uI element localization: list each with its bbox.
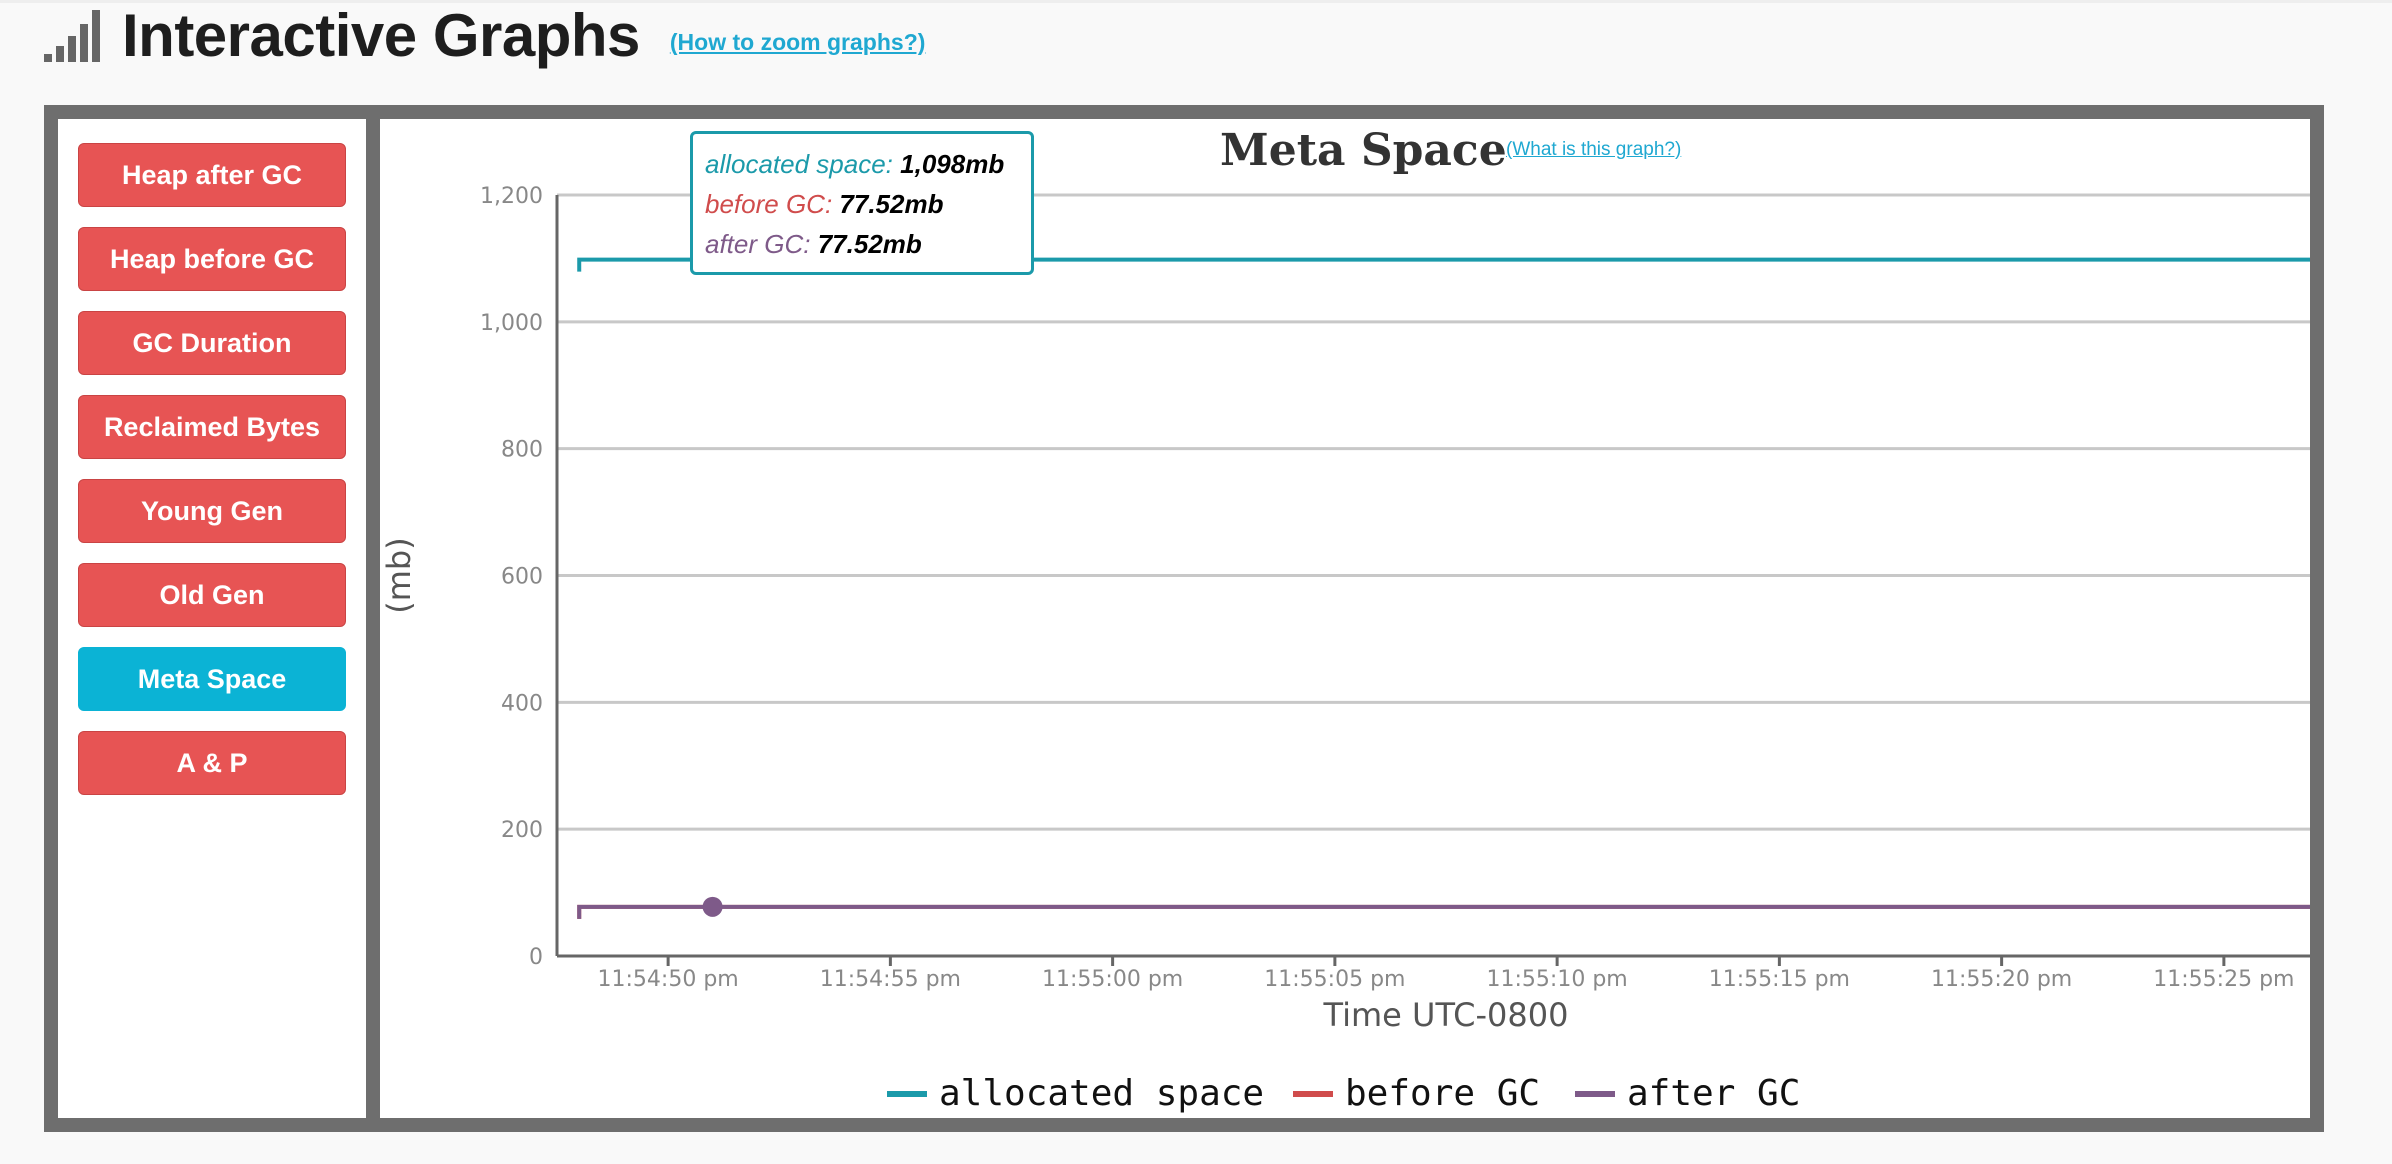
young-gen-button[interactable]: Young Gen xyxy=(78,479,346,543)
signal-bars-icon xyxy=(44,10,100,62)
old-gen-button[interactable]: Old Gen xyxy=(78,563,346,627)
tooltip-value-before: 77.52mb xyxy=(839,189,944,219)
chart-panel: Meta Space (What is this graph?) 0 200 400… xyxy=(380,119,2310,1118)
tooltip-label-after: after GC: xyxy=(705,229,811,259)
legend-item-allocated[interactable]: allocated space xyxy=(887,1073,1264,1114)
legend-item-before-gc[interactable]: before GC xyxy=(1293,1073,1540,1114)
chart-tooltip: allocated space: 1,098mb before GC: 77.5… xyxy=(690,131,1034,275)
tooltip-row-before: before GC: 77.52mb xyxy=(705,184,1031,224)
legend-label: allocated space xyxy=(939,1073,1264,1114)
x-axis-label: Time UTC-0800 xyxy=(1323,996,1569,1034)
tooltip-label-before: before GC: xyxy=(705,189,833,219)
y-tick-label: 600 xyxy=(501,565,543,590)
legend-label: after GC xyxy=(1627,1073,1800,1114)
tooltip-label-allocated: allocated space: xyxy=(705,149,893,179)
x-tick-label: 11:55:15 pm xyxy=(1709,967,1850,992)
heap-before-gc-button[interactable]: Heap before GC xyxy=(78,227,346,291)
y-tick-label: 800 xyxy=(501,438,543,463)
after-gc-point-marker[interactable] xyxy=(702,896,723,917)
after-gc-series-line xyxy=(577,904,2310,919)
y-axis-label: (mb) xyxy=(380,537,418,613)
page-header: Interactive Graphs (How to zoom graphs?) xyxy=(44,0,925,70)
y-tick-label: 1,200 xyxy=(480,184,543,209)
top-border xyxy=(0,0,2392,3)
legend-item-after-gc[interactable]: after GC xyxy=(1575,1073,1800,1114)
x-tick-label: 11:55:05 pm xyxy=(1264,967,1405,992)
tooltip-value-after: 77.52mb xyxy=(817,229,922,259)
x-tick-label: 11:55:25 pm xyxy=(2153,967,2294,992)
graph-sidebar: Heap after GC Heap before GC GC Duration… xyxy=(58,119,366,1118)
allocated-series-line xyxy=(577,257,2310,272)
meta-space-button[interactable]: Meta Space xyxy=(78,647,346,711)
page-title: Interactive Graphs xyxy=(122,1,640,69)
reclaimed-bytes-button[interactable]: Reclaimed Bytes xyxy=(78,395,346,459)
gc-duration-button[interactable]: GC Duration xyxy=(78,311,346,375)
y-tick-label: 400 xyxy=(501,691,543,716)
y-tick-label: 0 xyxy=(529,945,543,970)
tooltip-row-after: after GC: 77.52mb xyxy=(705,224,1031,264)
what-is-this-graph-link[interactable]: (What is this graph?) xyxy=(1506,139,1682,160)
x-tick-label: 11:54:50 pm xyxy=(598,967,739,992)
legend-label: before GC xyxy=(1345,1073,1540,1114)
chart-title: Meta Space xyxy=(1220,125,1507,176)
heap-after-gc-button[interactable]: Heap after GC xyxy=(78,143,346,207)
x-tick-label: 11:55:20 pm xyxy=(1931,967,2072,992)
zoom-help-link[interactable]: (How to zoom graphs?) xyxy=(669,28,926,55)
a-and-p-button[interactable]: A & P xyxy=(78,731,346,795)
x-tick-label: 11:54:55 pm xyxy=(820,967,961,992)
y-tick-label: 1,000 xyxy=(480,311,543,336)
tooltip-value-allocated: 1,098mb xyxy=(900,149,1005,179)
x-tick-label: 11:55:00 pm xyxy=(1042,967,1183,992)
graphs-frame: Heap after GC Heap before GC GC Duration… xyxy=(44,105,2324,1132)
y-tick-label: 200 xyxy=(501,818,543,843)
x-tick-label: 11:55:10 pm xyxy=(1487,967,1628,992)
tooltip-row-allocated: allocated space: 1,098mb xyxy=(705,144,1031,184)
meta-space-chart[interactable]: 0 200 400 600 800 1,000 1,200 11:54:50 pm 11:54:… xyxy=(380,119,2310,1118)
